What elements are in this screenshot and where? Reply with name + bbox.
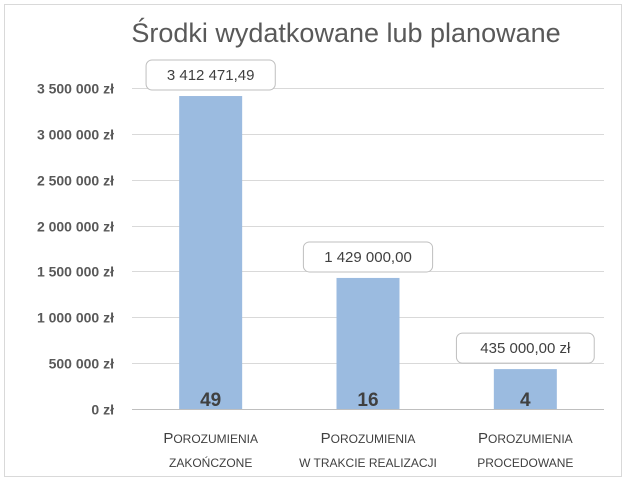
value-label: 435 000,00 zł — [480, 340, 571, 357]
value-callout — [302, 241, 434, 273]
chart-title: Środki wydatkowane lub planowane — [131, 16, 560, 48]
bar — [493, 369, 557, 409]
bar — [179, 96, 243, 409]
y-axis-tick-labels: 0 zł 500 000 zł 1 000 000 zł 1 500 000 zł 2 … — [37, 81, 114, 418]
category-label-line2: PROCEDOWANE — [477, 456, 573, 470]
category-label-line1: POROZUMIENIA — [163, 430, 258, 447]
value-label: 3 412 471,49 — [167, 67, 255, 84]
bar-count-label: 49 — [200, 390, 221, 411]
category-labels: POROZUMIENIA ZAKOŃCZONE POROZUMIENIA W TRAK… — [163, 430, 573, 470]
category-label-line2: W TRAKCIE REALIZACJI — [299, 456, 437, 470]
value-callout — [145, 59, 276, 91]
category-label-line2: ZAKOŃCZONE — [169, 455, 252, 470]
y-tick-label: 1 500 000 zł — [37, 264, 114, 280]
value-label: 1 429 000,00 — [324, 249, 412, 266]
category-label-line1: POROZUMIENIA — [478, 430, 573, 447]
y-tick-label: 500 000 zł — [49, 356, 114, 372]
bar-count-label: 16 — [357, 390, 378, 411]
category-label-line1: POROZUMIENIA — [321, 430, 416, 447]
data-labels: 49 3 412 471,49 16 1 429 000,00 4 435 000,00 … — [145, 59, 595, 411]
value-callout — [455, 332, 595, 364]
y-tick-label: 3 000 000 zł — [37, 127, 114, 143]
y-tick-label: 2 000 000 zł — [37, 219, 114, 235]
bar-count-label: 4 — [520, 390, 531, 411]
y-tick-label: 0 zł — [91, 402, 114, 418]
bar — [336, 277, 400, 409]
y-tick-label: 3 500 000 zł — [37, 81, 114, 97]
bars — [179, 96, 557, 409]
y-tick-label: 1 000 000 zł — [37, 310, 114, 326]
y-tick-label: 2 500 000 zł — [37, 173, 114, 189]
